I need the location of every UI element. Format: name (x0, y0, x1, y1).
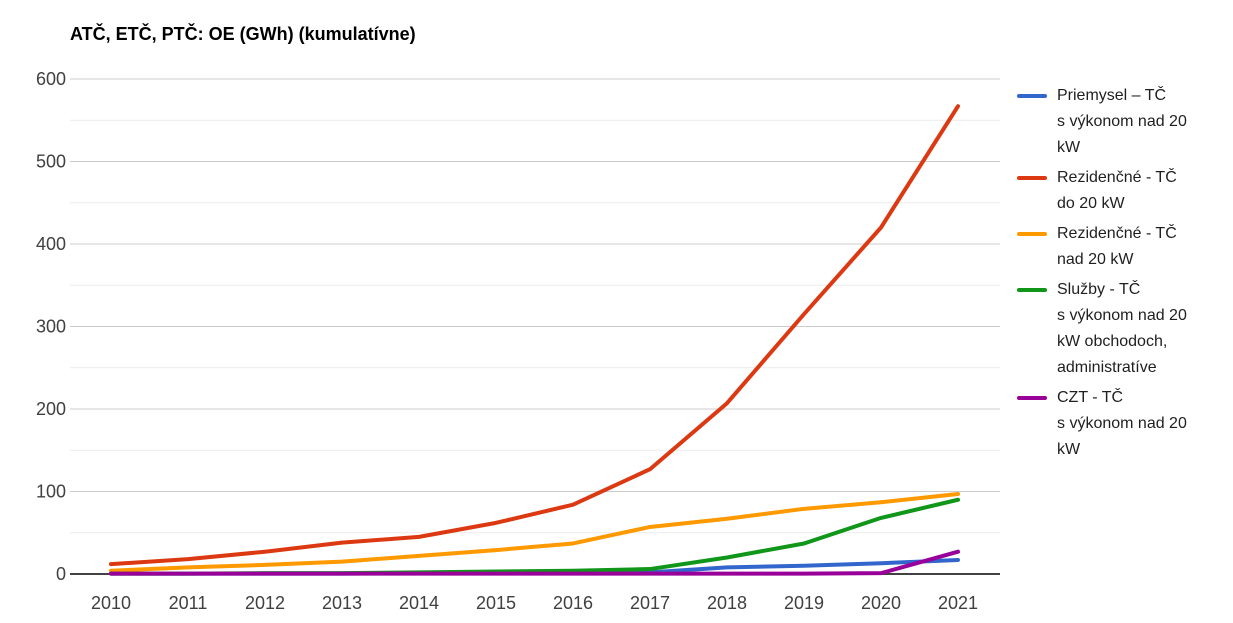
x-tick-label: 2019 (784, 593, 824, 613)
legend-item: Priemysel – TČ s výkonom nad 20 kW (1017, 83, 1229, 161)
x-tick-label: 2018 (707, 593, 747, 613)
x-tick-label: 2015 (476, 593, 516, 613)
legend-swatch (1017, 94, 1047, 98)
legend-item: Služby - TČ s výkonom nad 20 kW obchodoc… (1017, 277, 1229, 381)
legend-item: Rezidenčné - TČ do 20 kW (1017, 165, 1229, 217)
series-line-5[interactable] (109, 549, 960, 576)
legend-label: Služby - TČ s výkonom nad 20 kW obchodoc… (1057, 281, 1187, 376)
y-tick-label: 500 (36, 152, 66, 172)
y-tick-label: 300 (36, 317, 66, 337)
x-tick-label: 2017 (630, 593, 670, 613)
x-tick-label: 2012 (245, 593, 285, 613)
chart-title: ATČ, ETČ, PTČ: OE (GWh) (kumulatívne) (70, 24, 416, 44)
legend-label: CZT - TČ s výkonom nad 20 kW (1057, 389, 1187, 458)
y-tick-label: 0 (56, 564, 66, 584)
legend-label: Priemysel – TČ s výkonom nad 20 kW (1057, 87, 1187, 156)
y-tick-label: 100 (36, 482, 66, 502)
legend-item: CZT - TČ s výkonom nad 20 kW (1017, 385, 1229, 463)
x-tick-label: 2021 (938, 593, 978, 613)
x-tick-label: 2011 (169, 593, 208, 613)
legend-item: Rezidenčné - TČ nad 20 kW (1017, 221, 1229, 273)
x-tick-label: 2013 (322, 593, 362, 613)
x-tick-label: 2010 (91, 593, 131, 613)
legend-label: Rezidenčné - TČ nad 20 kW (1057, 225, 1177, 268)
series-line-4[interactable] (109, 497, 960, 576)
series-line-2[interactable] (109, 104, 960, 567)
legend-label: Rezidenčné - TČ do 20 kW (1057, 169, 1177, 212)
x-tick-label: 2020 (861, 593, 901, 613)
y-tick-label: 400 (36, 234, 66, 254)
legend: Priemysel – TČ s výkonom nad 20 kW Rezide… (1017, 83, 1229, 463)
legend-swatch (1017, 176, 1047, 180)
legend-swatch (1017, 396, 1047, 400)
x-tick-label: 2016 (553, 593, 593, 613)
legend-swatch (1017, 288, 1047, 292)
legend-swatch (1017, 232, 1047, 236)
y-tick-label: 600 (36, 69, 66, 89)
y-tick-label: 200 (36, 399, 66, 419)
x-tick-label: 2014 (399, 593, 439, 613)
series-line-3[interactable] (109, 491, 960, 573)
